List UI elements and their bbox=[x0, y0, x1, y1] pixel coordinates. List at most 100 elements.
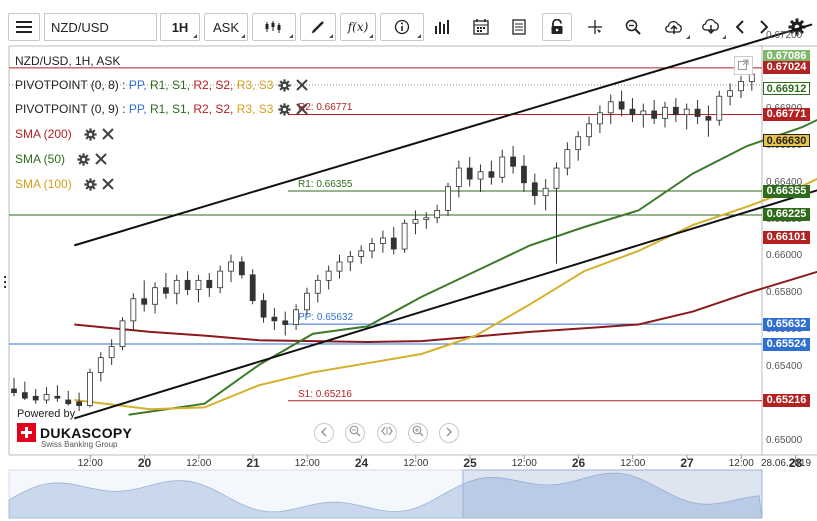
chart-type-button[interactable] bbox=[252, 13, 296, 41]
candle[interactable] bbox=[629, 98, 636, 123]
sma-line[interactable] bbox=[74, 255, 817, 344]
candle[interactable] bbox=[423, 212, 430, 229]
candle[interactable] bbox=[271, 307, 278, 331]
candle[interactable] bbox=[173, 274, 180, 305]
candle[interactable] bbox=[11, 377, 17, 397]
candle[interactable] bbox=[662, 101, 668, 128]
timeframe-button[interactable]: 1H bbox=[160, 13, 200, 41]
candle[interactable] bbox=[618, 90, 625, 117]
candle[interactable] bbox=[738, 76, 744, 99]
zoom-out-button[interactable] bbox=[345, 423, 365, 443]
candle[interactable] bbox=[531, 173, 538, 205]
candle[interactable] bbox=[369, 238, 375, 259]
candle[interactable] bbox=[466, 157, 473, 187]
candle[interactable] bbox=[76, 392, 82, 412]
download-button[interactable] bbox=[694, 13, 728, 41]
candle[interactable] bbox=[521, 155, 527, 192]
candle[interactable] bbox=[672, 98, 679, 123]
info-button[interactable] bbox=[380, 13, 424, 41]
candle[interactable] bbox=[488, 160, 495, 185]
candle[interactable] bbox=[434, 204, 441, 224]
candle[interactable] bbox=[705, 105, 712, 137]
candle[interactable] bbox=[238, 256, 245, 279]
nav-back-button[interactable] bbox=[314, 423, 334, 443]
candle[interactable] bbox=[119, 317, 126, 351]
candle[interactable] bbox=[249, 269, 256, 305]
function-button[interactable]: f(x) bbox=[340, 13, 376, 41]
candle[interactable] bbox=[162, 272, 169, 299]
candle[interactable] bbox=[683, 103, 690, 130]
candle[interactable] bbox=[108, 339, 115, 366]
candle[interactable] bbox=[640, 103, 647, 128]
candle[interactable] bbox=[97, 352, 104, 382]
candle[interactable] bbox=[314, 274, 321, 303]
candle[interactable] bbox=[347, 250, 354, 272]
gear-icon[interactable] bbox=[77, 152, 90, 166]
candle[interactable] bbox=[401, 219, 408, 253]
candle[interactable] bbox=[499, 149, 506, 183]
panel-resize-grip[interactable] bbox=[4, 276, 6, 288]
legend-sma-200[interactable]: SMA (200) bbox=[15, 127, 114, 141]
trend-line[interactable] bbox=[74, 23, 813, 247]
candle[interactable] bbox=[564, 142, 571, 176]
price-type-button[interactable]: ASK bbox=[204, 13, 248, 41]
candle[interactable] bbox=[184, 271, 191, 296]
candle[interactable] bbox=[65, 390, 72, 406]
crosshair-button[interactable] bbox=[580, 13, 610, 41]
scroll-left-button[interactable] bbox=[730, 13, 750, 41]
lock-button[interactable] bbox=[542, 13, 572, 41]
candle[interactable] bbox=[694, 99, 701, 124]
candle[interactable] bbox=[304, 287, 310, 316]
candle[interactable] bbox=[293, 304, 300, 331]
candle[interactable] bbox=[217, 265, 224, 294]
expand-chart-button[interactable] bbox=[734, 56, 753, 75]
close-icon[interactable] bbox=[296, 103, 309, 115]
candle[interactable] bbox=[130, 293, 137, 331]
candle[interactable] bbox=[607, 94, 614, 124]
draw-button[interactable] bbox=[300, 13, 336, 41]
candle[interactable] bbox=[455, 160, 462, 198]
candle[interactable] bbox=[716, 90, 723, 126]
candle[interactable] bbox=[390, 226, 397, 255]
trend-line[interactable] bbox=[74, 174, 817, 420]
candle[interactable] bbox=[282, 311, 289, 336]
close-icon[interactable] bbox=[101, 178, 114, 190]
candle[interactable] bbox=[651, 99, 658, 124]
candle[interactable] bbox=[260, 293, 267, 323]
candle[interactable] bbox=[358, 245, 365, 264]
zoom-button[interactable] bbox=[618, 13, 648, 41]
candle[interactable] bbox=[336, 254, 343, 279]
legend-sma-50[interactable]: SMA (50) bbox=[15, 152, 107, 166]
candle[interactable] bbox=[379, 230, 386, 253]
candle[interactable] bbox=[510, 145, 517, 174]
close-icon[interactable] bbox=[296, 79, 309, 91]
candle[interactable] bbox=[553, 162, 560, 264]
menu-button[interactable] bbox=[8, 13, 40, 41]
sma-line[interactable] bbox=[128, 89, 817, 416]
gear-icon[interactable] bbox=[84, 127, 97, 141]
candle[interactable] bbox=[228, 254, 234, 283]
candle[interactable] bbox=[152, 282, 158, 314]
report-button[interactable] bbox=[504, 13, 534, 41]
gear-icon[interactable] bbox=[278, 102, 292, 116]
candle[interactable] bbox=[195, 274, 202, 303]
candle[interactable] bbox=[586, 116, 592, 146]
zoom-in-button[interactable] bbox=[408, 423, 428, 443]
gear-icon[interactable] bbox=[278, 78, 292, 92]
scroll-right-button[interactable] bbox=[754, 13, 774, 41]
candle[interactable] bbox=[542, 179, 549, 211]
navigator-window[interactable] bbox=[462, 469, 763, 519]
candle[interactable] bbox=[477, 164, 484, 192]
candle[interactable] bbox=[597, 105, 603, 134]
candle[interactable] bbox=[412, 210, 419, 235]
gear-icon[interactable] bbox=[84, 177, 97, 191]
candle[interactable] bbox=[21, 381, 28, 400]
legend-pivot-1[interactable]: PIVOTPOINT (0, 8) : PP, R1, S1, R2, S2, … bbox=[15, 78, 309, 92]
volume-button[interactable] bbox=[428, 13, 456, 41]
close-icon[interactable] bbox=[101, 128, 114, 140]
candle[interactable] bbox=[32, 388, 39, 404]
candle[interactable] bbox=[445, 182, 451, 216]
candle[interactable] bbox=[727, 83, 733, 106]
candle[interactable] bbox=[325, 265, 332, 290]
